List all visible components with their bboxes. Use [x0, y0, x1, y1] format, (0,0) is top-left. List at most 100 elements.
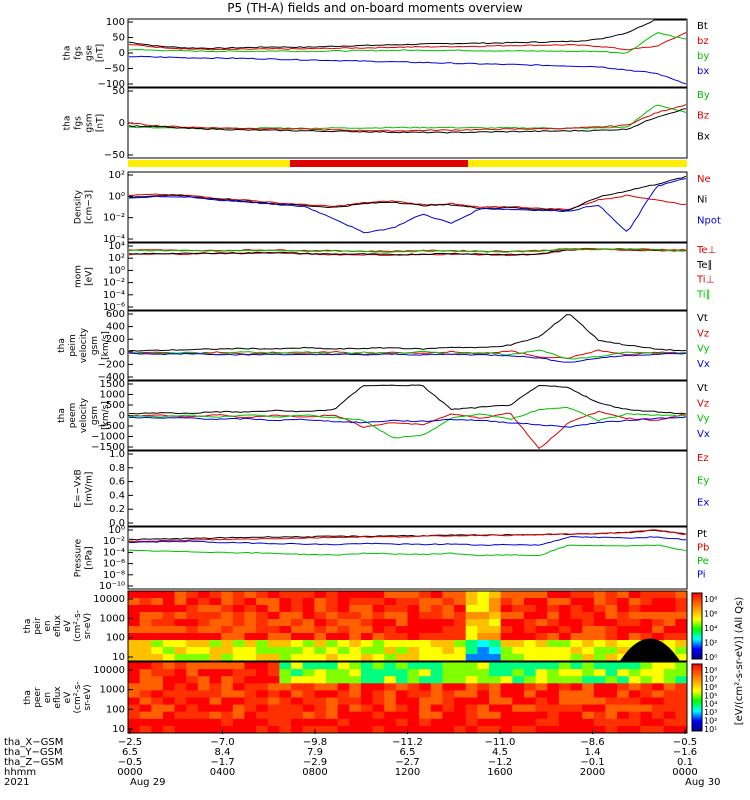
ylabel-line: tha: [23, 690, 33, 705]
heatmap-cell: [442, 676, 455, 684]
heatmap-cell: [570, 591, 583, 599]
heatmap-cell: [186, 626, 199, 634]
heatmap-cell: [279, 626, 292, 634]
heatmap-cell: [442, 640, 455, 648]
ytick-label: 0.2: [109, 504, 125, 515]
heatmap-cell: [523, 619, 537, 627]
ytick-label: −1000: [91, 432, 125, 443]
heatmap-cell: [209, 704, 222, 713]
ytick-label: −200: [98, 359, 125, 370]
heatmap-cell: [197, 676, 211, 684]
heatmap-cell: [512, 704, 525, 713]
heatmap-cell: [162, 725, 176, 734]
heatmap-cell: [663, 633, 676, 641]
xtick-label: 0800: [302, 767, 327, 778]
heatmap-cell: [186, 683, 199, 691]
heatmap-cell: [128, 612, 141, 620]
heatmap-cell: [244, 669, 257, 677]
heatmap-cell: [523, 683, 537, 691]
panel-frame-density: [127, 171, 688, 243]
heatmap-cell: [267, 683, 280, 691]
ytick-label: −100: [98, 79, 125, 90]
heatmap-cell: [197, 654, 211, 662]
heatmap-cell: [151, 683, 164, 691]
heatmap-cell: [500, 598, 513, 606]
heatmap-cell: [244, 591, 257, 599]
heatmap-cell: [442, 591, 455, 599]
heatmap-cell: [617, 647, 630, 655]
heatmap-cell: [151, 633, 164, 641]
heatmap-cell: [628, 669, 641, 677]
ylabel-line: velocity: [79, 327, 89, 363]
heatmap-cell: [174, 718, 187, 727]
heatmap-cell: [663, 598, 676, 606]
heatmap-cell: [675, 669, 688, 677]
heatmap-cell: [558, 612, 572, 620]
heatmap-cell: [302, 654, 315, 662]
heatmap-cell: [512, 697, 525, 706]
heatmap-cell: [663, 676, 676, 684]
heatmap-cell: [605, 591, 618, 599]
heatmap-cell: [151, 626, 164, 634]
heatmap-cell: [582, 704, 595, 713]
heatmap-cell: [419, 626, 432, 634]
figure-title: P5 (TH-A) fields and on-board moments ov…: [227, 1, 523, 15]
heatmap-cell: [372, 654, 385, 662]
heatmap-cell: [430, 662, 443, 670]
heatmap-cell: [232, 654, 245, 662]
heatmap-cell: [640, 662, 653, 670]
ylabel-line: eV: [63, 691, 73, 704]
heatmap-cell: [337, 662, 350, 670]
heatmap-cell: [197, 591, 211, 599]
heatmap-cell: [232, 591, 245, 599]
heatmap-cell: [477, 640, 490, 648]
heatmap-cell: [500, 612, 513, 620]
heatmap-cell: [465, 654, 478, 662]
heatmap-cell: [570, 612, 583, 620]
series-line-Pt: [128, 529, 687, 541]
heatmap-cell: [628, 711, 641, 720]
heatmap-cell: [186, 612, 199, 620]
heatmap-cell: [500, 697, 513, 706]
heatmap-cell: [407, 676, 420, 684]
series-line-Pi: [129, 536, 687, 546]
heatmap-cell: [349, 633, 362, 641]
heatmap-cell: [186, 605, 199, 613]
heatmap-cell: [162, 669, 176, 677]
ytick-label: −50: [104, 150, 125, 161]
heatmap-cell: [314, 598, 327, 606]
heatmap-cell: [302, 669, 315, 677]
ytick-label: 10⁻⁶: [103, 559, 125, 570]
heatmap-cell: [500, 647, 513, 655]
heatmap-cell: [151, 718, 164, 727]
heatmap-cell: [209, 654, 222, 662]
heatmap-cell: [162, 690, 176, 698]
heatmap-cell: [256, 605, 269, 613]
heatmap-cell: [465, 683, 478, 691]
series-line-Pb: [128, 529, 687, 543]
xtick-label: −0.1: [580, 757, 604, 768]
heatmap-cell: [523, 704, 537, 713]
ytick-label: 10⁻²: [103, 536, 125, 547]
heatmap-cell: [663, 662, 676, 670]
heatmap-cell: [209, 662, 222, 670]
heatmap-cell: [640, 619, 653, 627]
heatmap-cell: [489, 605, 502, 613]
heatmap-cell: [256, 683, 269, 691]
heatmap-cell: [174, 711, 187, 720]
heatmap-cell: [302, 683, 315, 691]
ylabel-line: tha: [63, 116, 73, 131]
heatmap-cell: [384, 725, 397, 734]
heatmap-cell: [291, 605, 304, 613]
heatmap-cell: [465, 591, 478, 599]
heatmap-cell: [442, 725, 455, 734]
heatmap-cell: [337, 683, 350, 691]
heatmap-cell: [209, 626, 222, 634]
heatmap-cell: [500, 626, 513, 634]
heatmap-cell: [500, 718, 513, 727]
ytick-label: 10000: [93, 594, 125, 605]
ylabel-line: tha: [57, 338, 67, 353]
heatmap-cell: [547, 591, 560, 599]
heatmap-cell: [442, 654, 455, 662]
heatmap-cell: [162, 598, 176, 606]
